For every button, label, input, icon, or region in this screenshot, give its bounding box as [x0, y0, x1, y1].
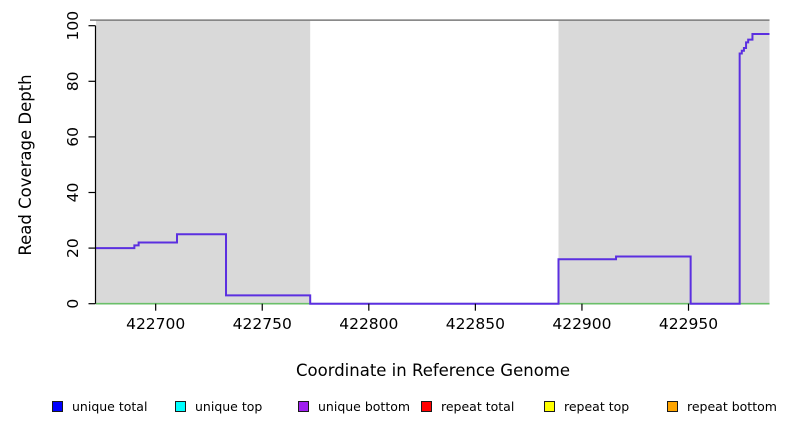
- y-tick-label: 100: [64, 11, 82, 41]
- x-tick-label: 422750: [233, 315, 292, 333]
- coverage-step-line: [96, 33, 770, 305]
- x-tick-label: 422950: [659, 315, 718, 333]
- coverage-lines: [96, 33, 770, 305]
- legend-swatch-icon: [52, 401, 63, 412]
- masked-region-shading: [90, 19, 770, 304]
- legend-item: repeat bottom: [667, 399, 790, 414]
- y-tick-label: 60: [64, 127, 82, 147]
- legend-item: unique bottom: [298, 399, 421, 414]
- y-tick-label: 0: [64, 299, 82, 309]
- legend-swatch-icon: [175, 401, 186, 412]
- legend-label: repeat top: [564, 399, 630, 414]
- legend-item: repeat total: [421, 399, 544, 414]
- masked-region: [96, 20, 311, 304]
- y-axis-title: Read Coverage Depth: [16, 74, 35, 255]
- legend-label: unique bottom: [318, 399, 411, 414]
- legend-item: unique total: [52, 399, 175, 414]
- x-tick-label: 422850: [446, 315, 505, 333]
- legend-item: repeat top: [544, 399, 667, 414]
- y-tick-label: 40: [64, 183, 82, 203]
- masked-region: [558, 20, 770, 304]
- legend-item: unique top: [175, 399, 298, 414]
- y-tick-label: 20: [64, 238, 82, 258]
- x-tick-label: 422800: [339, 315, 398, 333]
- axes: 0 20 40 60 80 100 422700 422750 422800 422850 4229…: [64, 11, 718, 333]
- legend: unique total unique top unique bottom repea…: [52, 399, 792, 414]
- legend-label: unique total: [72, 399, 148, 414]
- legend-swatch-icon: [544, 401, 555, 412]
- x-axis-title: Coordinate in Reference Genome: [296, 361, 570, 380]
- x-tick-label: 422700: [126, 315, 185, 333]
- legend-swatch-icon: [667, 401, 678, 412]
- legend-swatch-icon: [421, 401, 432, 412]
- legend-swatch-icon: [298, 401, 309, 412]
- legend-label: repeat total: [441, 399, 515, 414]
- x-tick-label: 422900: [552, 315, 611, 333]
- legend-label: repeat bottom: [687, 399, 777, 414]
- legend-label: unique top: [195, 399, 263, 414]
- y-tick-label: 80: [64, 71, 82, 91]
